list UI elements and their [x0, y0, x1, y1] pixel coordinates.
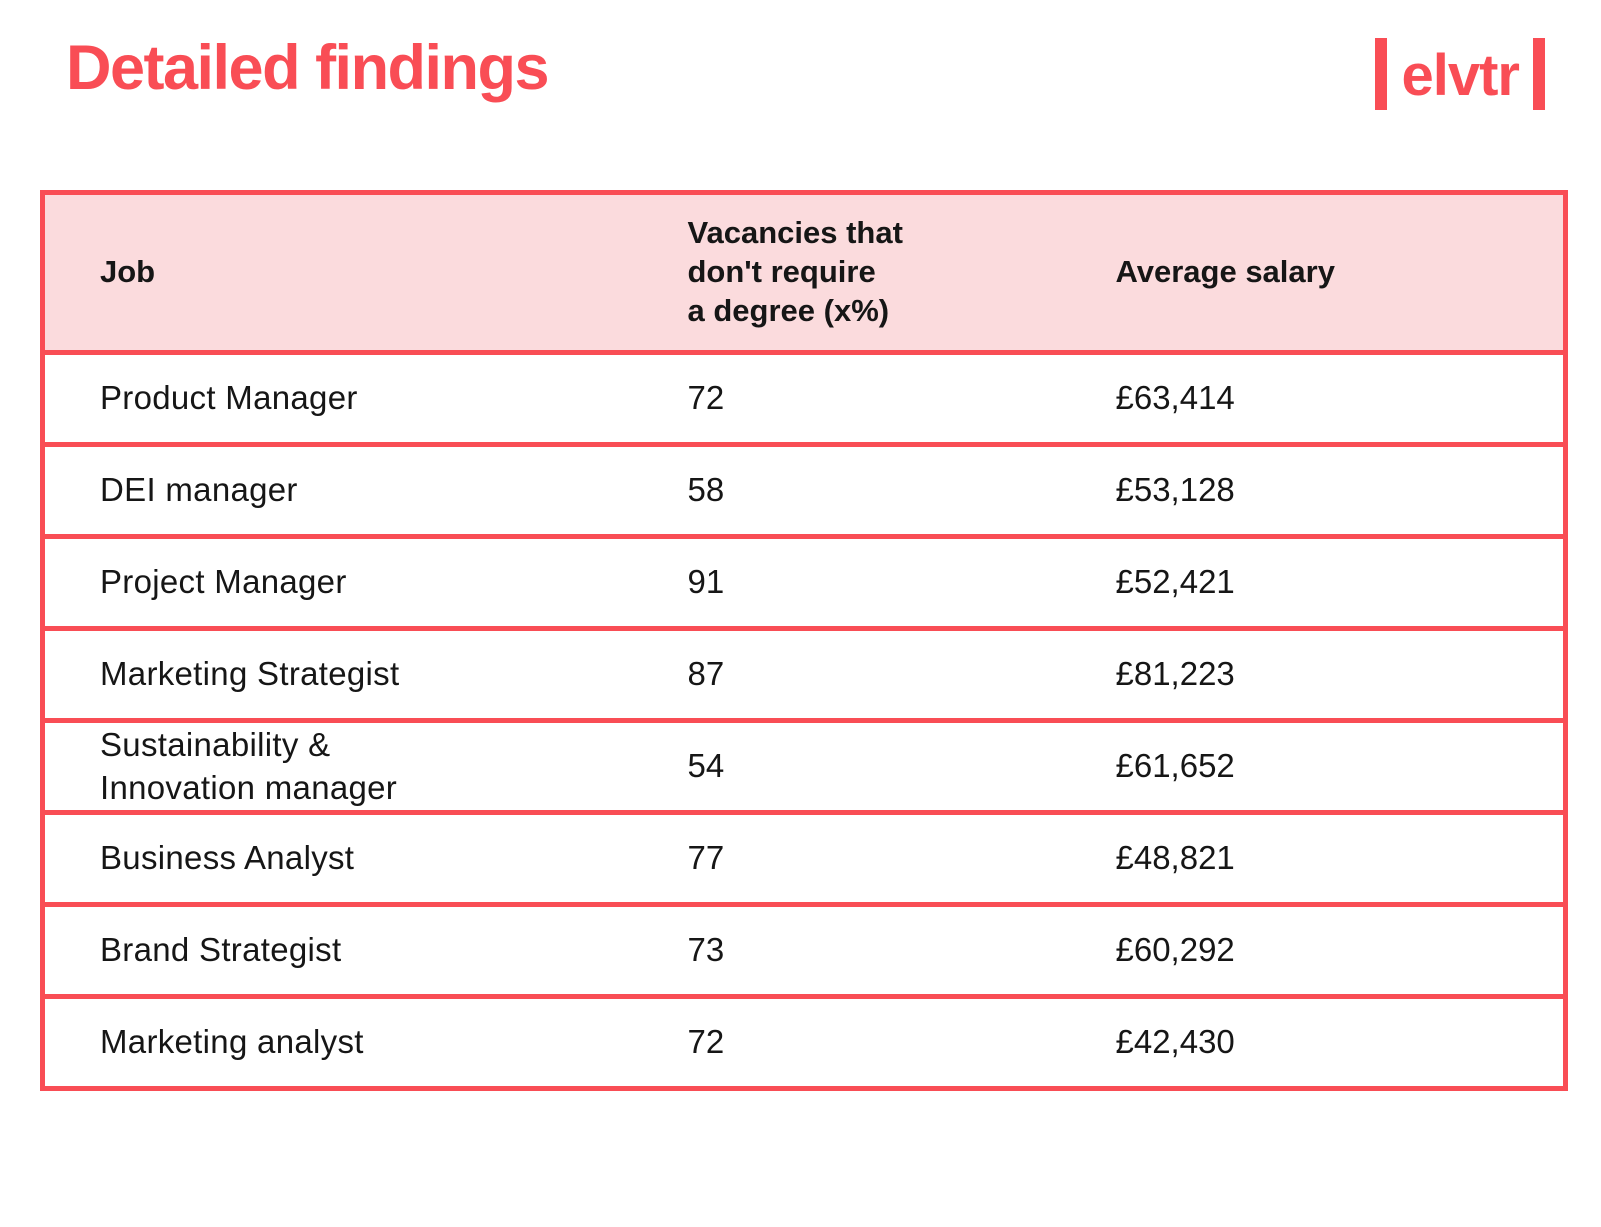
- table-row: Product Manager 72 £63,414: [42, 352, 1566, 445]
- page-title: Detailed findings: [66, 33, 550, 103]
- table-row: Marketing analyst 72 £42,430: [42, 996, 1566, 1089]
- vacancies-percent-cell: 91: [687, 563, 725, 601]
- job-cell: Product Manager: [100, 379, 358, 417]
- job-cell: DEI manager: [100, 471, 298, 509]
- column-header-job: Job: [100, 254, 156, 290]
- average-salary-cell: £48,821: [1115, 839, 1235, 877]
- job-cell: Brand Strategist: [100, 931, 342, 969]
- logo-left-bar-icon: [1375, 38, 1388, 110]
- header-band: Detailed findings elvtr: [66, 33, 1545, 110]
- vacancies-percent-cell: 73: [687, 931, 725, 969]
- findings-table: Job Vacancies that don't require a degre…: [40, 190, 1568, 1091]
- table-row: Project Manager 91 £52,421: [42, 536, 1566, 629]
- average-salary-cell: £52,421: [1115, 563, 1235, 601]
- table-row: Business Analyst 77 £48,821: [42, 812, 1566, 905]
- column-header-average-salary: Average salary: [1115, 254, 1335, 290]
- average-salary-cell: £42,430: [1115, 1023, 1235, 1061]
- average-salary-cell: £81,223: [1115, 655, 1235, 693]
- table-row: Marketing Strategist 87 £81,223: [42, 628, 1566, 721]
- vacancies-percent-cell: 54: [687, 747, 725, 785]
- vacancies-percent-cell: 77: [687, 839, 725, 877]
- table-row: Sustainability & Innovation manager 54 £…: [42, 720, 1566, 813]
- average-salary-cell: £53,128: [1115, 471, 1235, 509]
- table-body: Product Manager 72 £63,414 DEI manager 5…: [42, 352, 1566, 1089]
- table-row: Brand Strategist 73 £60,292: [42, 904, 1566, 997]
- job-cell: Sustainability & Innovation manager: [100, 725, 398, 806]
- vacancies-percent-cell: 87: [687, 655, 725, 693]
- job-cell: Marketing Strategist: [100, 655, 400, 693]
- logo-right-bar-icon: [1533, 38, 1545, 110]
- column-header-vacancies-no-degree: Vacancies that don't require a degree (x…: [687, 215, 903, 328]
- vacancies-percent-cell: 72: [687, 379, 725, 417]
- average-salary-cell: £63,414: [1115, 379, 1235, 417]
- average-salary-cell: £60,292: [1115, 931, 1235, 969]
- average-salary-cell: £61,652: [1115, 747, 1235, 785]
- job-cell: Project Manager: [100, 563, 347, 601]
- logo-wordmark: elvtr: [1401, 43, 1520, 108]
- table-row: DEI manager 58 £53,128: [42, 444, 1566, 537]
- table-header-row: Job Vacancies that don't require a degre…: [42, 192, 1566, 353]
- vacancies-percent-cell: 72: [687, 1023, 725, 1061]
- elvtr-logo: elvtr: [1375, 38, 1545, 110]
- vacancies-percent-cell: 58: [687, 471, 725, 509]
- job-cell: Marketing analyst: [100, 1023, 364, 1061]
- job-cell: Business Analyst: [100, 839, 355, 877]
